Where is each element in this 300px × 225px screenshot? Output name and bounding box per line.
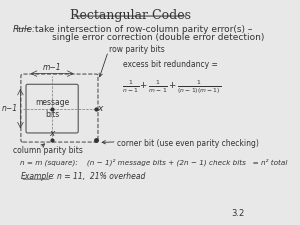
Text: $\frac{1}{n-1} + \frac{1}{m-1} + \frac{1}{(n-1)(m-1)}$: $\frac{1}{n-1} + \frac{1}{m-1} + \frac{1… bbox=[122, 78, 221, 96]
Text: corner bit (use even parity checking): corner bit (use even parity checking) bbox=[118, 139, 260, 148]
Text: Rectangular Codes: Rectangular Codes bbox=[70, 9, 191, 22]
Text: Example: Example bbox=[20, 172, 53, 181]
Text: m−1: m−1 bbox=[43, 63, 62, 72]
Text: single error correction (double error detection): single error correction (double error de… bbox=[32, 33, 264, 42]
Text: x: x bbox=[50, 129, 55, 138]
Text: n−1: n−1 bbox=[2, 104, 18, 113]
Text: x: x bbox=[97, 104, 103, 113]
Text: message
bits: message bits bbox=[35, 98, 69, 119]
Text: 3.2: 3.2 bbox=[232, 209, 245, 218]
Text: excess bit redundancy =: excess bit redundancy = bbox=[123, 60, 218, 69]
Text: take intersection of row-column parity error(s) –: take intersection of row-column parity e… bbox=[32, 25, 252, 34]
Text: Rule:: Rule: bbox=[13, 25, 36, 34]
Text: column parity bits: column parity bits bbox=[13, 146, 83, 155]
Text: : n = 11,  21% overhead: : n = 11, 21% overhead bbox=[52, 172, 145, 181]
Text: n = m (square):    (n − 1)² message bits + (2n − 1) check bits   = n² total: n = m (square): (n − 1)² message bits + … bbox=[20, 159, 288, 166]
Text: row parity bits: row parity bits bbox=[110, 45, 165, 54]
